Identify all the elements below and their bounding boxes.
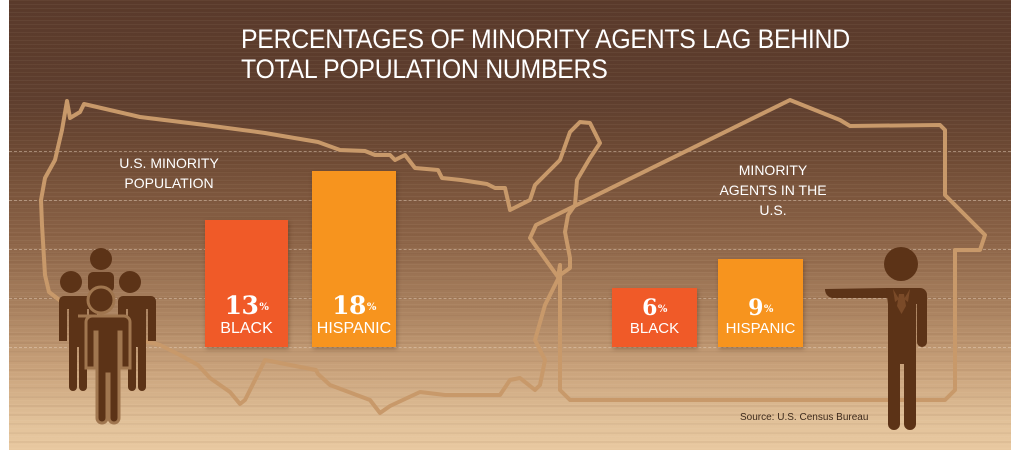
bar-label: BLACK (220, 320, 273, 337)
bar-value: 18% (332, 291, 376, 320)
us-map-outline (39, 99, 602, 415)
businessman-pointing-icon (825, 247, 927, 430)
grid-line (9, 249, 1011, 250)
population-hispanic-bar: 18% HISPANIC (312, 171, 396, 347)
grid-line (9, 347, 1011, 348)
figures-layer (50, 247, 927, 430)
grid-line (9, 298, 1011, 299)
population-section-label: U.S. MINORITY POPULATION (89, 153, 249, 193)
label-line: U.S. MINORITY (119, 155, 219, 171)
bar-label: HISPANIC (316, 320, 392, 337)
house-outline (528, 98, 987, 402)
agents-section-label: MINORITY AGENTS IN THE U.S. (698, 160, 848, 220)
label-line: POPULATION (124, 175, 214, 191)
infographic-panel: PERCENTAGES OF MINORITY AGENTS LAG BEHIN… (9, 0, 1011, 450)
population-black-bar: 13% BLACK (205, 220, 288, 347)
bar-value: 13% (224, 291, 269, 320)
title-line-2: TOTAL POPULATION NUMBERS (241, 54, 608, 84)
label-line: AGENTS IN THE (719, 182, 827, 198)
bar-label: HISPANIC (725, 320, 796, 337)
label-line: MINORITY (738, 162, 808, 178)
title-line-1: PERCENTAGES OF MINORITY AGENTS LAG BEHIN… (241, 24, 850, 54)
agents-black-bar: 6% BLACK (612, 288, 697, 347)
bar-label: BLACK (629, 320, 680, 337)
page-title: PERCENTAGES OF MINORITY AGENTS LAG BEHIN… (241, 24, 903, 84)
bar-value: 9% (748, 295, 773, 321)
group-of-people-icon (50, 248, 156, 425)
grid-line (9, 200, 1011, 201)
bar-value: 6% (642, 295, 667, 321)
grid-line (9, 151, 1011, 152)
agents-hispanic-bar: 9% HISPANIC (718, 259, 803, 347)
label-line: U.S. (759, 202, 787, 218)
outline-shapes (39, 98, 987, 415)
source-note: Source: U.S. Census Bureau (740, 412, 869, 423)
